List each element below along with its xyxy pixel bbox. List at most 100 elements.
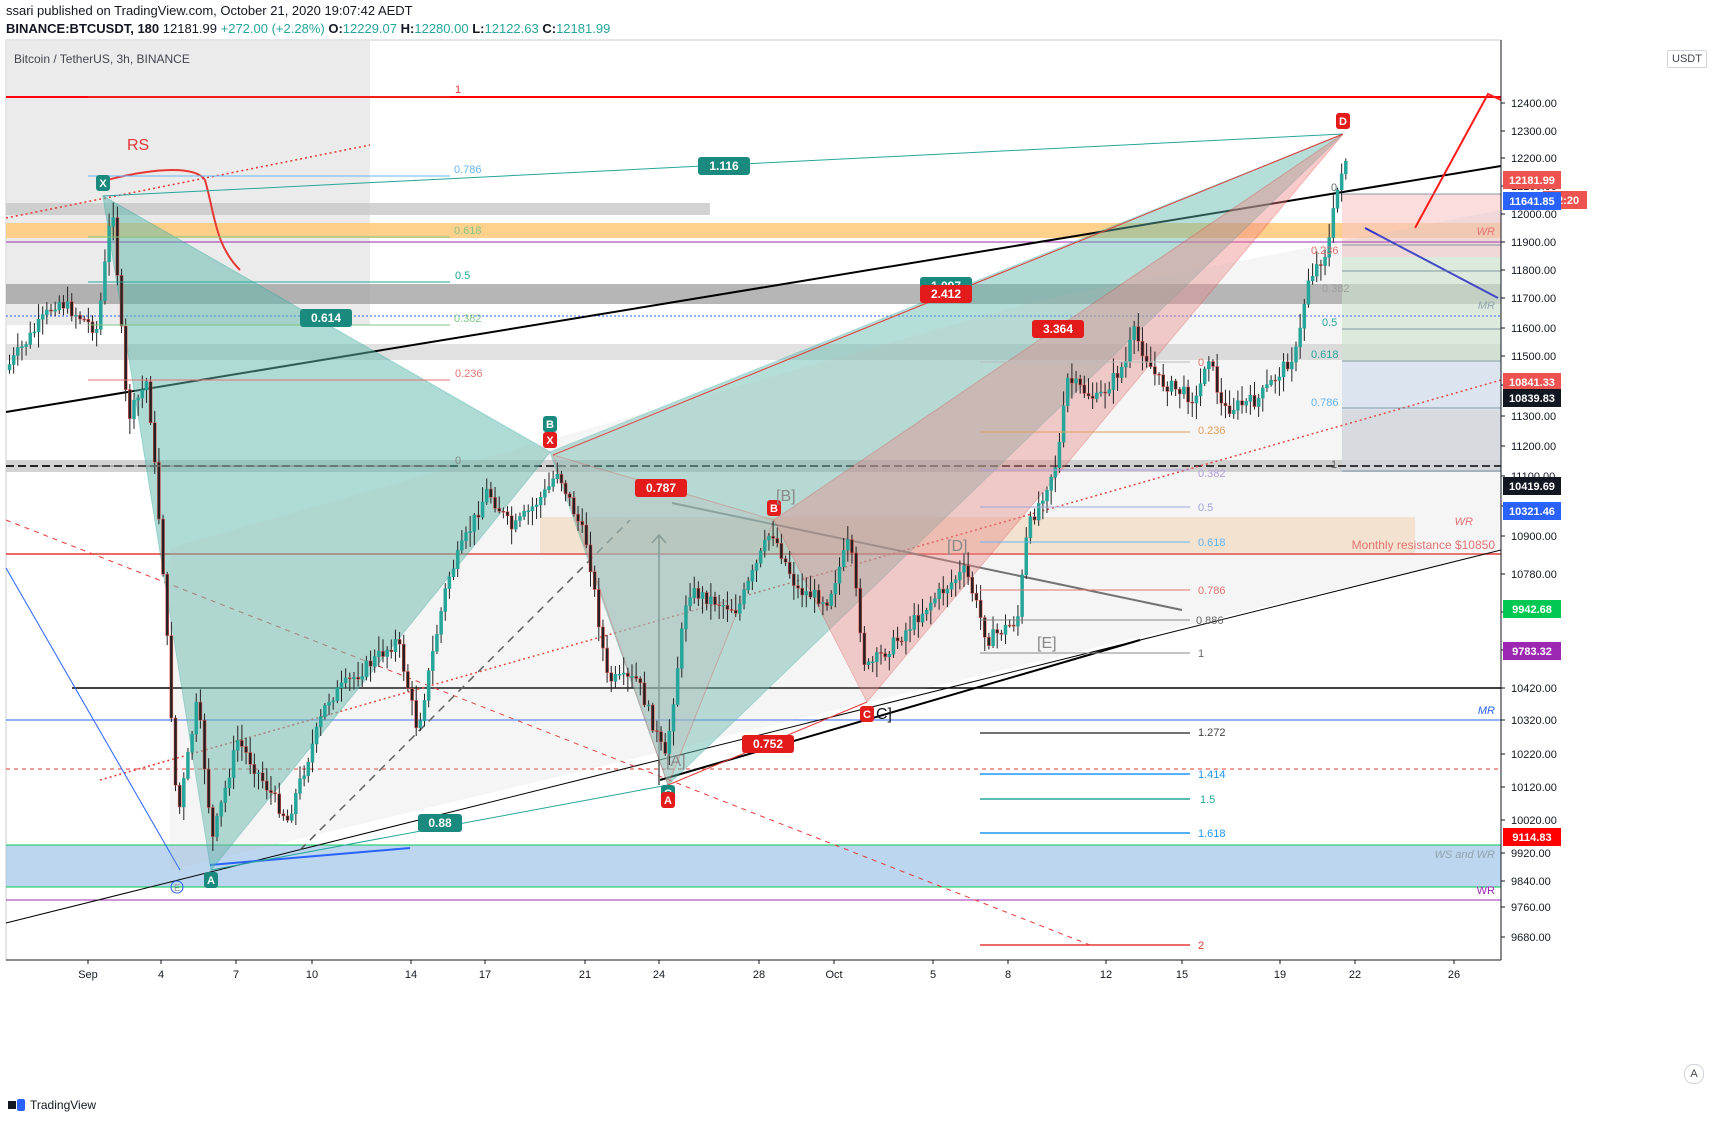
candle-body	[343, 677, 348, 684]
candle-body	[381, 650, 385, 657]
y-tick-label: 9760.00	[1511, 902, 1551, 914]
candle-body	[953, 579, 958, 584]
candle-body	[223, 787, 228, 803]
fib-mid-label: 0.618	[1198, 537, 1226, 549]
x-tick-label: 28	[753, 969, 765, 981]
candle-body	[1049, 477, 1053, 491]
candle-body	[1090, 395, 1095, 399]
y-tick-label: 9680.00	[1511, 932, 1551, 944]
candle-body	[414, 700, 418, 728]
candle-body	[970, 576, 975, 594]
pattern-point-label: X	[99, 178, 107, 190]
price-tag-label: 12181.99	[1509, 175, 1555, 187]
candle-body	[613, 674, 618, 682]
x-tick-label: 24	[653, 969, 665, 981]
y-tick-label: 10420.00	[1511, 683, 1557, 695]
candle-body	[775, 538, 779, 544]
y-tick-label: 12300.00	[1511, 126, 1557, 138]
candle-body	[377, 650, 381, 657]
support-zone	[6, 845, 1501, 887]
candle-body	[1074, 378, 1078, 384]
candle-body	[634, 676, 638, 679]
tradingview-logo[interactable]: TradingView	[8, 1098, 96, 1112]
annotation-label: MR	[1478, 300, 1495, 312]
candle-body	[684, 605, 688, 630]
candle-body	[32, 331, 37, 334]
x-tick-label: 8	[1005, 969, 1011, 981]
y-tick-label: 10220.00	[1511, 749, 1557, 761]
candle-body	[128, 389, 132, 419]
candle-body	[1153, 366, 1157, 375]
candle-body	[431, 651, 435, 671]
candle-body	[94, 329, 99, 333]
candle-body	[1132, 326, 1136, 341]
fib-left-label: 0.618	[454, 225, 482, 237]
y-tick-label: 11600.00	[1511, 323, 1556, 335]
x-tick-label: 14	[405, 969, 417, 981]
candle-body	[16, 347, 20, 356]
candle-body	[236, 740, 240, 751]
candle-body	[1070, 377, 1074, 384]
candle-body	[983, 617, 987, 638]
candle-body	[53, 309, 57, 312]
x-tick-label: Oct	[825, 969, 842, 981]
candle-body	[78, 314, 82, 320]
price-tag	[1503, 389, 1561, 407]
fib-right-label: 0.5	[1322, 317, 1337, 329]
candle-body	[1302, 303, 1307, 329]
candle-body	[1169, 380, 1174, 392]
candle-body	[153, 422, 157, 463]
unit-button[interactable]: USDT	[1667, 50, 1707, 68]
candle-body	[638, 678, 643, 684]
candle-body	[941, 588, 945, 594]
candle-body	[161, 518, 165, 575]
candle-body	[1335, 189, 1340, 209]
candle-body	[443, 588, 447, 612]
pattern-point-badge	[543, 432, 557, 448]
price-tag	[1503, 477, 1561, 495]
candle-body	[916, 615, 921, 623]
y-tick-label: 9920.00	[1511, 848, 1551, 860]
candle-body	[858, 588, 862, 634]
close-value: 12181.99	[556, 21, 611, 36]
candle-body	[82, 318, 86, 321]
candle-body	[671, 704, 676, 732]
candle-body	[248, 752, 252, 765]
last-price: 12181.99	[162, 21, 217, 36]
candle-body	[1273, 379, 1277, 382]
high-value: 12280.00	[414, 21, 469, 36]
candle-body	[298, 778, 302, 794]
candle-body	[99, 300, 103, 330]
candle-body	[1111, 372, 1116, 390]
candle-body	[642, 682, 647, 706]
fib-mid-label: 0.886	[1196, 615, 1224, 627]
candle-body	[929, 602, 933, 611]
candle-body	[875, 652, 879, 663]
candle-body	[244, 746, 248, 753]
candle-body	[966, 565, 970, 578]
candle-body	[302, 775, 306, 780]
blue-projection-line	[1364, 227, 1499, 299]
triangle-lower	[659, 639, 1141, 781]
gray-band-2	[6, 284, 1501, 304]
candle-body	[908, 629, 912, 631]
candle-body	[883, 653, 887, 658]
candle-body	[891, 637, 896, 655]
fib-mid-label: 0	[1198, 357, 1204, 369]
pattern-point-label: C	[863, 709, 871, 721]
candle-body	[219, 802, 223, 817]
candle-body	[978, 600, 983, 618]
candle-body	[734, 610, 738, 614]
y-tick-label: 11700.00	[1511, 293, 1556, 305]
candle-body	[451, 568, 456, 577]
candle-body	[713, 596, 717, 605]
candle-body	[1248, 394, 1253, 402]
fib-right-label: 0.236	[1311, 245, 1339, 257]
candle-body	[252, 764, 257, 775]
candle-body	[1265, 384, 1269, 389]
candle-body	[70, 301, 74, 317]
candle-body	[439, 611, 443, 635]
auto-scale-button[interactable]: A	[1684, 1064, 1704, 1084]
candle-body	[186, 751, 190, 779]
